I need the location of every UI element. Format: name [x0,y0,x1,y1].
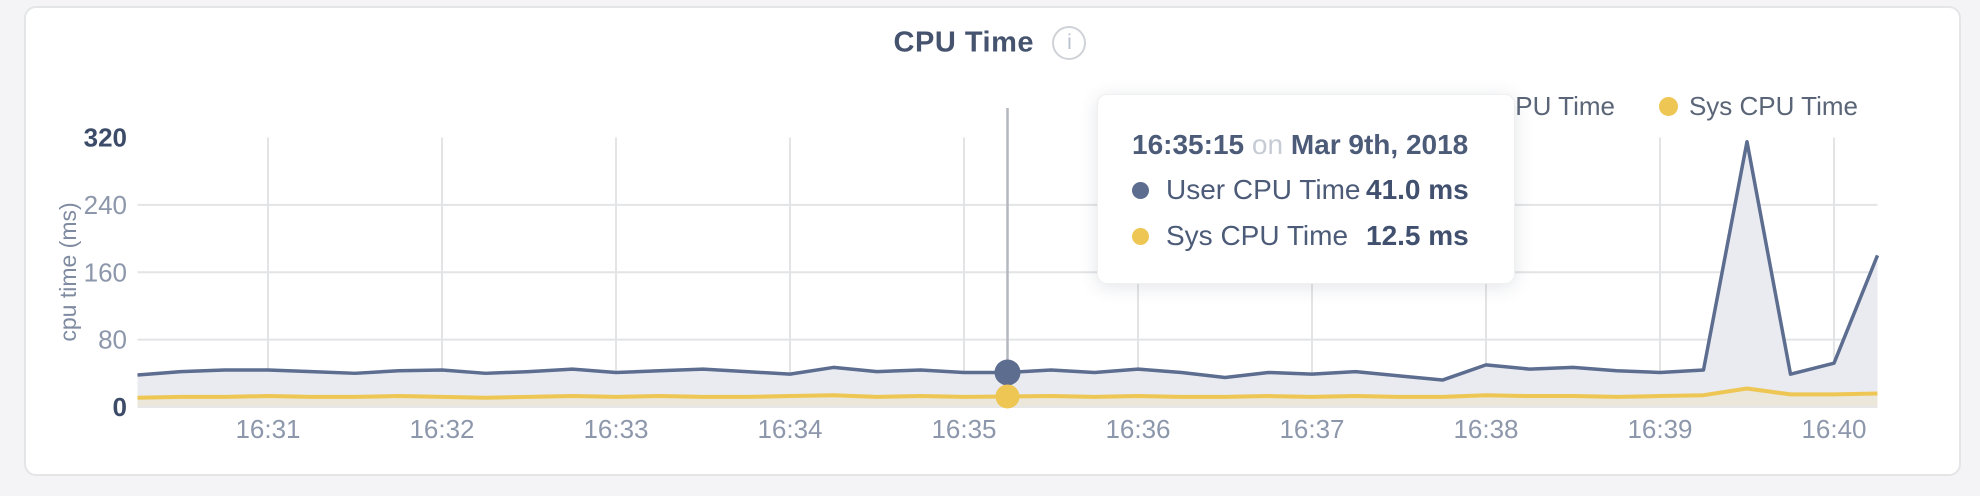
info-icon[interactable]: i [1052,26,1087,60]
user-series-area [137,141,1878,407]
tooltip-time: 16:35:15 [1132,129,1245,160]
x-axis-tick-label: 16:32 [409,414,474,444]
y-axis-title: cpu time (ms) [55,202,81,341]
tooltip-row-sys: Sys CPU Time 12.5 ms [1132,219,1480,253]
selected-user-point[interactable] [994,359,1021,386]
x-axis-tick-label: 16:37 [1279,414,1344,444]
y-axis-tick-label: 240 [84,190,127,220]
x-axis-tick-label: 16:39 [1627,414,1692,444]
tooltip-sys-value: 12.5 ms [1366,220,1469,251]
tooltip-sys-label: Sys CPU Time [1166,220,1349,251]
x-axis-tick-label: 16:33 [583,414,648,444]
tooltip-timestamp: 16:35:15 on Mar 9th, 2018 [1132,129,1480,161]
x-axis-tick-label: 16:34 [757,414,822,444]
chart-title: CPU Time [893,26,1034,59]
chart-header: CPU Time i [0,26,1980,60]
tooltip-user-label: User CPU Time [1166,174,1361,205]
legend-label-sys: Sys CPU Time [1688,91,1858,121]
y-axis-tick-label: 0 [113,392,127,422]
x-axis-tick-label: 16:40 [1801,414,1866,444]
y-axis-tick-label: 320 [84,123,127,153]
x-axis-tick-label: 16:38 [1453,414,1518,444]
tooltip-date: Mar 9th, 2018 [1290,129,1469,160]
sys-series-dot-icon [1132,227,1149,245]
sys-series-legend-dot [1658,97,1678,116]
user-series-dot-icon [1132,181,1149,199]
x-axis-tick-label: 16:31 [235,414,300,444]
legend-item-sys-cpu-time[interactable]: Sys CPU Time [1658,91,1858,122]
tooltip-user-value: 41.0 ms [1366,174,1469,205]
x-axis-tick-label: 16:35 [931,414,996,444]
tooltip-row-user: User CPU Time 41.0 ms [1132,173,1480,207]
tooltip-connector: on [1251,129,1284,160]
selected-sys-point[interactable] [995,384,1020,409]
hover-tooltip: 16:35:15 on Mar 9th, 2018 User CPU Time … [1097,94,1515,284]
x-axis-tick-label: 16:36 [1105,414,1170,444]
y-axis-tick-label: 80 [98,325,127,355]
y-axis-tick-label: 160 [84,257,127,287]
